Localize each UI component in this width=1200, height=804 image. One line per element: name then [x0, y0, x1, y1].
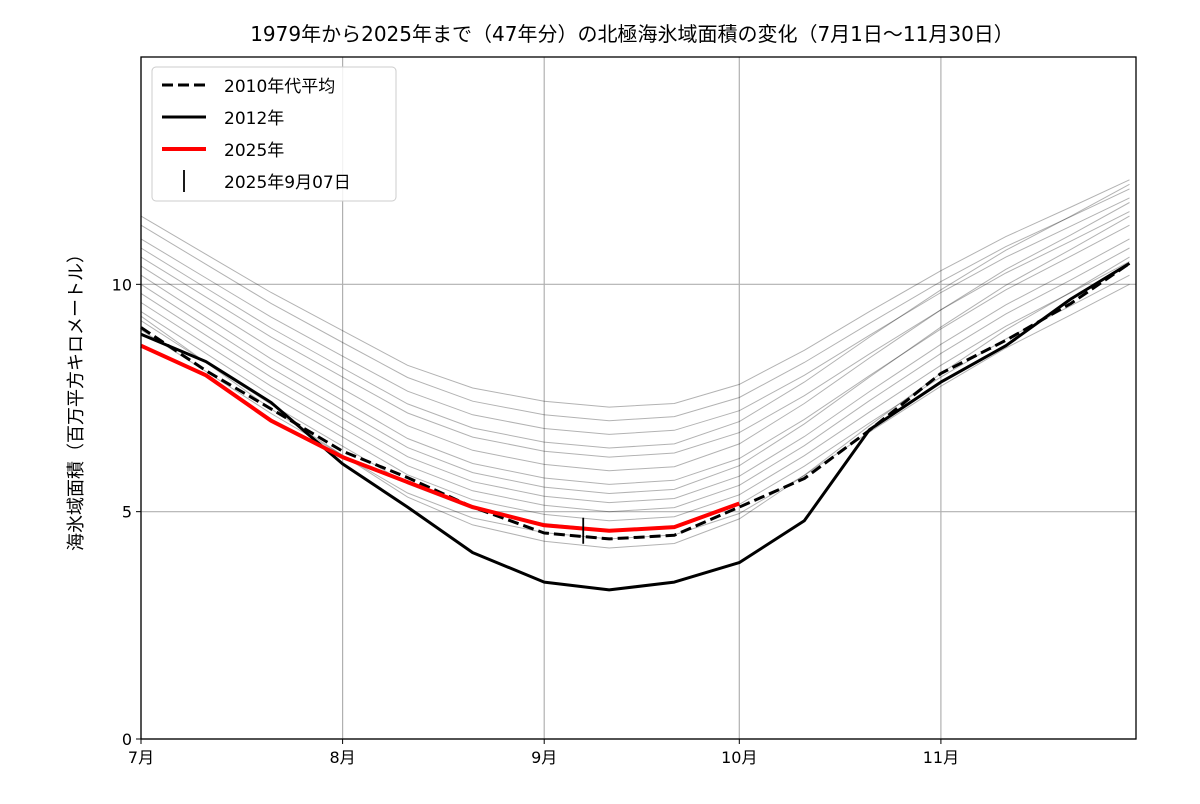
y-tick-label: 10	[112, 275, 132, 294]
x-tick-label: 9月	[531, 748, 557, 767]
other-year-line	[140, 261, 1130, 522]
other-year-line	[140, 215, 1130, 495]
other-year-line	[140, 179, 1130, 408]
legend: 2010年代平均 2012年 2025年 2025年9月07日	[151, 66, 397, 202]
x-tick-label: 8月	[330, 748, 356, 767]
y-axis-label: 海氷域面積（百万平方キロメートル）	[66, 245, 87, 551]
year-2012-line	[140, 262, 1131, 592]
x-tick-label: 11月	[923, 748, 959, 767]
legend-box	[151, 66, 397, 202]
other-year-line	[140, 247, 1130, 513]
other-year-line	[140, 202, 1130, 472]
x-tick-label: 10月	[721, 748, 757, 767]
other-year-line	[140, 188, 1130, 422]
other-years-lines	[140, 179, 1130, 549]
avg-2010s-line	[140, 262, 1131, 541]
x-tick-label: 7月	[128, 748, 154, 767]
other-year-line	[140, 224, 1130, 485]
legend-label-avg: 2010年代平均	[224, 77, 335, 97]
other-year-line	[140, 238, 1130, 504]
other-year-line	[140, 197, 1130, 435]
legend-label-2025: 2025年	[224, 141, 284, 161]
legend-label-2012: 2012年	[224, 109, 284, 129]
chart-title: 1979年から2025年まで（47年分）の北極海氷域面積の変化（7月1日〜11月…	[250, 22, 1014, 46]
legend-label-marker: 2025年9月07日	[224, 173, 351, 193]
y-tick-label: 5	[122, 503, 132, 522]
axis-ticks: 7月 8月 9月 10月 11月 0 5 10	[112, 275, 959, 767]
year-2025-line	[140, 343, 740, 533]
highlighted-series	[140, 262, 1131, 592]
other-year-line	[140, 183, 1130, 449]
y-tick-label: 0	[122, 730, 132, 749]
plot-frame	[140, 56, 1137, 740]
other-year-line	[140, 211, 1130, 458]
